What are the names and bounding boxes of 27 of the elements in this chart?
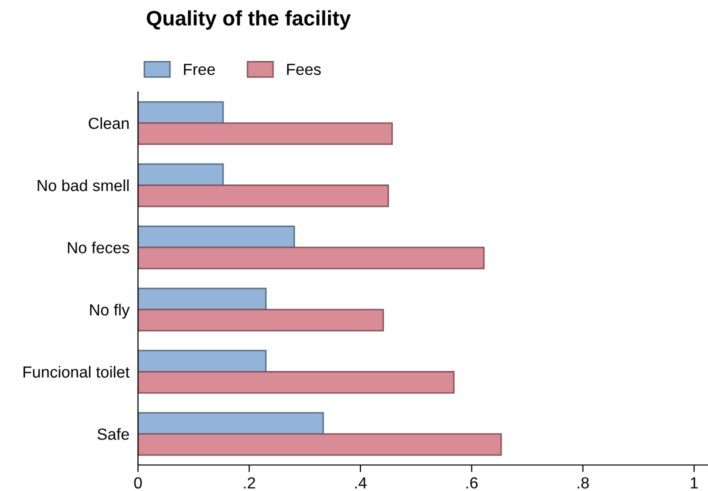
y-tick-label: Safe [98,428,129,440]
x-tick-label: .4 [355,477,367,488]
bar [138,308,384,332]
y-tick-label: No feces [68,242,130,254]
bar [138,433,502,456]
legend-label: Fees [287,64,321,75]
y-tick-label: No fly [90,304,130,319]
bar [138,101,224,124]
bar [138,371,455,394]
bar [138,412,324,435]
x-tick-label: .2 [244,477,256,488]
y-tick-label: No bad smell [38,179,129,192]
x-tick-label: 0 [134,477,142,489]
x-tick-label: .6 [466,477,478,489]
bar [138,122,393,145]
bar [138,163,224,186]
x-tick-label: .8 [578,477,589,489]
y-tick-label: Clean [88,117,129,130]
bar [138,246,485,270]
bar [138,288,267,310]
bar [138,226,295,248]
bar [138,350,267,372]
bar [138,184,389,208]
y-tick-label: Funcional toilet [24,366,130,378]
chart-title: Quality of the facility [146,10,351,30]
legend-label: Free [184,64,215,75]
x-tick-label: 1 [690,477,698,488]
